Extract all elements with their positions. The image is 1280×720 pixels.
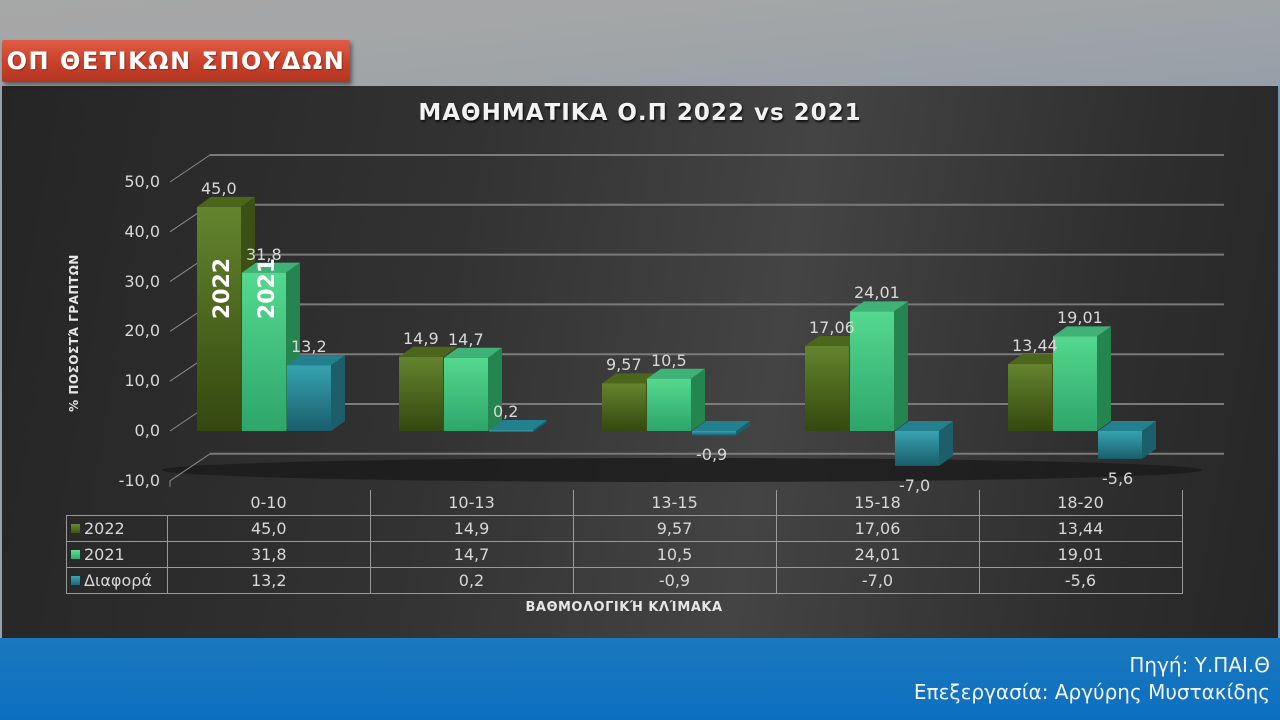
right-edge-strip bbox=[1278, 86, 1280, 638]
table-cell: 19,01 bbox=[978, 541, 1183, 568]
credit-text: Επεξεργασία: Αργύρης Μυστακίδης bbox=[913, 680, 1270, 704]
chart-panel: ΜΑΘΗΜΑΤΙΚΑ Ο.Π 2022 vs 2021 % ΠΟΣΟΣΤΆ ΓΡ… bbox=[2, 86, 1278, 638]
section-badge: ΟΠ ΘΕΤΙΚΩΝ ΣΠΟΥΔΩΝ bbox=[2, 40, 350, 82]
data-label: 17,06 bbox=[809, 318, 855, 338]
data-label: 24,01 bbox=[854, 283, 900, 303]
legend-swatch-2021 bbox=[71, 550, 80, 559]
legend-swatch-diff bbox=[71, 576, 80, 585]
data-table-row-2022: 2022 45,0 14,9 9,57 17,06 13,44 bbox=[66, 515, 1183, 542]
table-cell: -7,0 bbox=[775, 567, 980, 594]
table-cell: 17,06 bbox=[775, 515, 980, 542]
table-cell: 9,57 bbox=[572, 515, 777, 542]
data-table-row-diff: Διαφορά 13,2 0,2 -0,9 -7,0 -5,6 bbox=[66, 567, 1183, 594]
table-cell: 0,2 bbox=[369, 567, 574, 594]
category-label: 10-13 bbox=[370, 490, 574, 516]
y-tick-label: 20,0 bbox=[124, 321, 160, 341]
data-label: 19,01 bbox=[1057, 308, 1103, 328]
category-label: 13-15 bbox=[573, 490, 777, 516]
source-text: Πηγή: Υ.ΠΑΙ.Θ bbox=[1129, 653, 1270, 677]
table-cell: 10,5 bbox=[572, 541, 777, 568]
data-label: -5,6 bbox=[1102, 468, 1134, 488]
bar-2021 bbox=[1053, 326, 1111, 431]
y-tick-label: 0,0 bbox=[134, 421, 160, 440]
table-cell: 13,2 bbox=[167, 567, 371, 594]
data-label: 0,2 bbox=[493, 402, 519, 421]
data-label: 13,44 bbox=[1012, 336, 1058, 356]
data-label: 9,57 bbox=[606, 355, 642, 375]
bar-diff bbox=[1098, 421, 1156, 459]
bar-2021 bbox=[850, 301, 908, 431]
chart-title: ΜΑΘΗΜΑΤΙΚΑ Ο.Π 2022 vs 2021 bbox=[418, 100, 862, 126]
category-label: 0-10 bbox=[167, 490, 371, 516]
legend-swatch-2022 bbox=[71, 524, 80, 533]
legend-label-2022: 2022 bbox=[84, 519, 125, 538]
table-cell: 13,44 bbox=[978, 515, 1183, 542]
legend-label-diff: Διαφορά bbox=[84, 571, 152, 590]
data-table-row-2021: 2021 31,8 14,7 10,5 24,01 19,01 bbox=[66, 541, 1183, 568]
y-tick-label: 30,0 bbox=[124, 271, 160, 291]
table-cell: -0,9 bbox=[572, 567, 777, 594]
bar-2021 bbox=[444, 347, 502, 431]
bar-diff bbox=[895, 421, 953, 466]
y-tick-label: -10,0 bbox=[118, 470, 160, 490]
bar-2021 bbox=[647, 368, 705, 431]
plot-area bbox=[162, 154, 1224, 487]
data-label: -0,9 bbox=[696, 445, 728, 465]
table-cell: 14,7 bbox=[369, 541, 574, 568]
data-label: 31,8 bbox=[246, 244, 282, 264]
bar-year-annotation: 2021 bbox=[255, 257, 281, 320]
y-tick-label: 50,0 bbox=[124, 172, 160, 191]
data-label: 14,9 bbox=[403, 328, 439, 348]
category-label: 15-18 bbox=[776, 490, 980, 516]
bar-diff bbox=[489, 420, 547, 433]
data-table-header-row: 0-10 10-13 13-15 15-18 18-20 bbox=[67, 490, 1183, 516]
bar-diff bbox=[692, 421, 750, 436]
table-cell: -5,6 bbox=[978, 567, 1183, 594]
footer-credits: Πηγή: Υ.ΠΑΙ.Θ Επεξεργασία: Αργύρης Μυστα… bbox=[914, 652, 1270, 706]
category-label: 18-20 bbox=[979, 490, 1183, 516]
table-cell: 24,01 bbox=[775, 541, 980, 568]
data-label: 13,2 bbox=[291, 337, 327, 357]
data-label: 45,0 bbox=[201, 178, 237, 198]
table-cell: 31,8 bbox=[167, 541, 371, 568]
y-tick-label: 10,0 bbox=[124, 371, 160, 391]
table-cell: 14,9 bbox=[369, 515, 574, 542]
data-table: 0-10 10-13 13-15 15-18 18-20 2022 45,0 1… bbox=[66, 490, 1183, 594]
x-axis-label: ΒΑΘΜΟΛΟΓΙΚΉ ΚΛΊΜΑΚΑ bbox=[525, 600, 723, 615]
y-tick-label: 40,0 bbox=[124, 221, 160, 241]
table-cell: 45,0 bbox=[167, 515, 371, 542]
data-label: 10,5 bbox=[651, 350, 687, 370]
legend-label-2021: 2021 bbox=[84, 545, 125, 564]
bar-diff bbox=[287, 355, 345, 431]
bottom-background bbox=[0, 638, 1280, 720]
bar-year-annotation: 2022 bbox=[210, 257, 236, 320]
data-label: 14,7 bbox=[448, 329, 484, 349]
